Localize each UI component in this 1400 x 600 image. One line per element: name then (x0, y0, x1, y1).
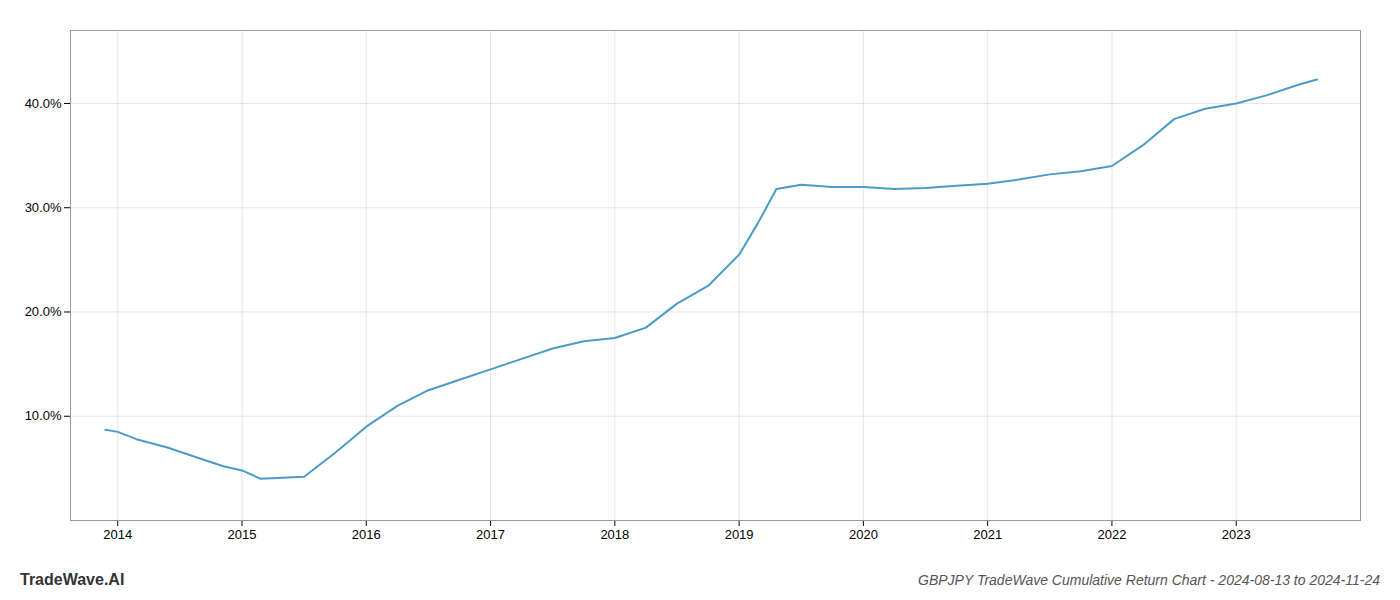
svg-text:2014: 2014 (103, 527, 132, 542)
svg-text:2023: 2023 (1222, 527, 1251, 542)
svg-text:2022: 2022 (1097, 527, 1126, 542)
svg-text:2015: 2015 (228, 527, 257, 542)
svg-text:20.0%: 20.0% (25, 304, 62, 319)
svg-text:2019: 2019 (725, 527, 754, 542)
svg-text:2021: 2021 (973, 527, 1002, 542)
svg-text:10.0%: 10.0% (25, 408, 62, 423)
svg-text:2016: 2016 (352, 527, 381, 542)
svg-text:30.0%: 30.0% (25, 200, 62, 215)
svg-text:2017: 2017 (476, 527, 505, 542)
html-text:TradeWave.AI: TradeWave.AI (20, 571, 125, 588)
svg-text:2020: 2020 (849, 527, 878, 542)
svg-text:2018: 2018 (600, 527, 629, 542)
svg-text:40.0%: 40.0% (25, 96, 62, 111)
html-text:GBPJPY TradeWave Cumulative Re: GBPJPY TradeWave Cumulative Return Chart… (918, 572, 1380, 588)
